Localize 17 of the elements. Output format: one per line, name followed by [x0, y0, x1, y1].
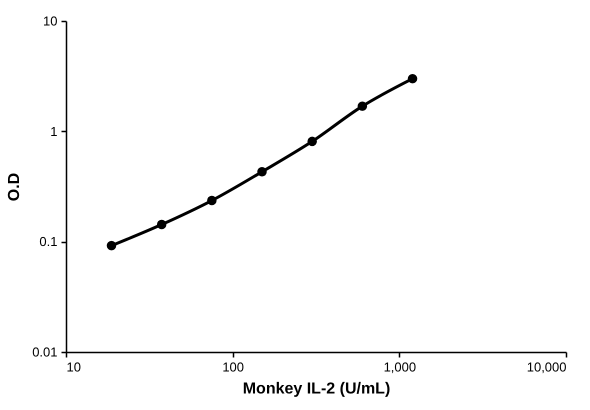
point [106, 240, 116, 250]
x-tick-label: 1,000 [384, 360, 416, 374]
point [257, 167, 267, 177]
point [358, 101, 368, 111]
y-tick-label: 0.01 [32, 344, 58, 360]
y-tick-label: 10 [43, 14, 58, 28]
point [307, 136, 317, 146]
x-axis-title: Monkey IL-2 (U/mL) [242, 380, 390, 398]
y-tick-label: 1 [50, 124, 58, 139]
point [207, 196, 217, 206]
x-tick-label: 10 [66, 360, 81, 374]
y-tick-label: 0.1 [39, 234, 58, 250]
y-axis-title: O.D [6, 172, 24, 202]
point [408, 74, 418, 84]
x-tick-label: 100 [222, 360, 244, 374]
point [156, 220, 166, 230]
x-tick-label: 10,000 [526, 360, 566, 374]
